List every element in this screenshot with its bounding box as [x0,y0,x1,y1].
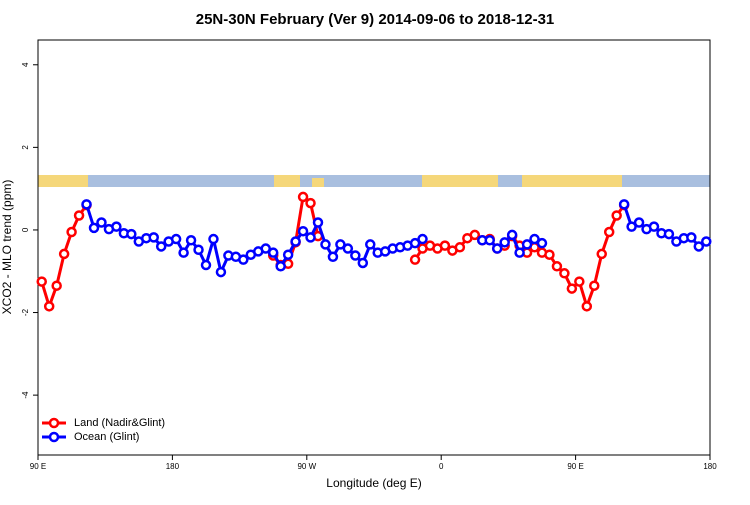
legend-marker [48,417,60,429]
data-point [521,239,533,250]
data-point [282,249,294,260]
data-point [335,239,346,250]
data-point [327,251,339,263]
data-point [551,261,563,272]
data-point [320,239,331,250]
data-point [178,247,189,258]
x-tick-label: 180 [703,462,717,471]
x-tick-label: 0 [439,462,444,471]
data-point [148,232,159,243]
data-point [499,237,510,248]
data-point [342,243,354,254]
land-strip [274,175,300,187]
data-point [43,301,55,312]
data-point [409,254,421,265]
data-point [603,226,615,238]
land-strip [38,175,88,187]
data-point [357,257,369,269]
data-point [88,222,100,234]
data-point [111,221,122,232]
data-point [544,249,555,260]
legend-label: Ocean (Glint) [74,431,139,443]
y-tick-label: 0 [21,227,30,232]
data-point [73,210,85,221]
x-axis-label: Longitude (deg E) [326,476,421,490]
data-point [297,191,309,203]
x-tick-label: 90 E [30,462,46,471]
data-point [185,235,197,246]
legend-marker [48,431,60,443]
data-point [305,232,316,243]
land-strip [312,178,324,187]
data-point [170,233,182,245]
data-point [559,268,570,279]
data-point [469,229,481,241]
legend: Land (Nadir&Glint) Ocean (Glint) [42,417,165,443]
data-point [484,235,495,246]
y-tick-label: -4 [21,391,30,399]
data-point [312,217,324,228]
data-point [36,276,47,287]
y-tick-label: 4 [21,62,30,67]
plot-frame [37,39,711,456]
data-point [566,283,578,294]
data-point [193,244,204,256]
data-point [200,259,212,271]
legend-label: Land (Nadir&Glint) [74,417,165,429]
y-tick-label: 2 [21,145,30,150]
data-point [238,254,249,265]
data-point [409,237,421,249]
data-point [208,233,219,245]
data-point [350,250,361,261]
data-point [365,239,376,250]
data-point [275,261,286,272]
data-point [663,228,675,240]
x-tick-label: 180 [166,462,180,471]
data-point [51,280,62,291]
data-point [491,243,503,254]
x-tick-label: 90 W [297,462,316,471]
data-point [529,233,540,245]
data-point [215,266,227,278]
data-point [305,197,316,209]
y-axis-label: XCO2 - MLO trend (ppm) [0,180,14,315]
land-strip [422,175,498,187]
data-point [596,248,607,260]
data-point [439,240,451,251]
data-point [126,228,137,240]
data-point [58,248,70,260]
data-point [611,210,622,221]
data-point [417,233,428,245]
chart-title: 25N-30N February (Ver 9) 2014-09-06 to 2… [196,11,555,28]
data-point [506,229,518,241]
data-point [297,225,309,237]
data-point [633,217,645,228]
data-point [693,241,705,252]
data-point [267,247,279,258]
data-point [626,221,637,232]
data-point [581,301,593,312]
data-point [648,221,660,232]
surface-strip [38,175,710,187]
data-point [574,276,585,287]
data-point [536,237,548,249]
data-point [260,243,271,254]
x-tick-label: 90 E [567,462,583,471]
data-point [290,236,301,247]
data-point [514,247,525,258]
data-point [155,241,167,252]
data-point [454,242,466,253]
data-point [66,226,77,238]
land-strip [522,175,622,187]
data-point [618,199,630,210]
data-point [701,236,712,247]
data-point [81,199,92,210]
y-tick-label: -2 [21,308,30,316]
data-point [686,232,697,243]
data-point [96,217,107,228]
data-point [589,280,600,291]
